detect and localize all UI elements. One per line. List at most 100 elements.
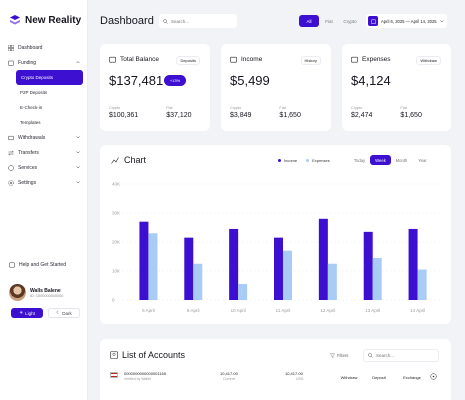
filter-icon xyxy=(330,353,335,358)
filter-fiat-button[interactable]: Fiat xyxy=(325,18,333,24)
period-week-button[interactable]: Week xyxy=(370,155,391,165)
accounts-search[interactable] xyxy=(363,349,439,362)
growth-badge: +13% xyxy=(164,75,186,86)
income-bar[interactable] xyxy=(139,221,149,300)
row-exchange-button[interactable]: Exchange xyxy=(403,374,421,380)
expenses-bar[interactable] xyxy=(193,263,203,300)
logo[interactable]: New Reality xyxy=(9,14,81,26)
expenses-bar[interactable] xyxy=(148,233,158,300)
period-year-button[interactable]: Year xyxy=(418,157,427,163)
sidebar-item-settings[interactable]: Settings xyxy=(5,175,84,190)
expenses-bar[interactable] xyxy=(327,263,337,300)
sidebar-item-label: Dashboard xyxy=(18,44,43,51)
income-bar[interactable] xyxy=(229,228,239,300)
legend-label: Expenses xyxy=(312,158,330,163)
sidebar-item-p2p-deposits[interactable]: P2P Deposits xyxy=(20,90,48,95)
account-amount-2: 10,417.00 xyxy=(285,371,303,376)
sun-icon: ☀ xyxy=(19,310,24,315)
search-box[interactable] xyxy=(159,14,237,28)
sidebar-item-e-check-in[interactable]: E-Check-in xyxy=(20,105,43,110)
withdraw-button[interactable]: Withdraw xyxy=(416,56,441,65)
more-icon[interactable] xyxy=(430,373,437,380)
table-row[interactable]: 0000000000000001165 Verified by Wallet 1… xyxy=(110,371,443,385)
metric-label: Crypto xyxy=(109,106,121,110)
logo-icon xyxy=(10,15,20,25)
metric-label: Crypto xyxy=(230,106,242,110)
light-label: Light xyxy=(25,310,35,316)
chevron-up-icon xyxy=(76,61,80,64)
account-number: 0000000000000001165 xyxy=(124,371,166,376)
x-tick-label: 12 April xyxy=(320,308,335,313)
chart-legend: Income Expenses xyxy=(278,158,330,163)
period-selector: Today Week Month Year xyxy=(349,155,433,165)
chart-icon xyxy=(111,157,119,164)
light-theme-button[interactable]: ☀ Light xyxy=(11,308,43,318)
expenses-bar[interactable] xyxy=(372,257,382,300)
metric-label: Fiat xyxy=(166,106,173,110)
income-bar[interactable] xyxy=(363,231,373,300)
x-tick-label: 6 April xyxy=(142,308,155,313)
income-bar[interactable] xyxy=(318,218,328,300)
history-button[interactable]: History xyxy=(300,56,321,65)
sidebar-item-crypto-deposits[interactable]: Crypto Deposits xyxy=(16,70,83,85)
expenses-bar[interactable] xyxy=(283,250,292,300)
avatar xyxy=(9,284,26,301)
sidebar-item-withdrawals[interactable]: Withdrawals xyxy=(5,130,84,145)
card-header: Total Balance xyxy=(109,56,159,63)
gear-icon xyxy=(8,179,14,186)
transfer-icon xyxy=(8,150,14,155)
filter-crypto-button[interactable]: Crypto xyxy=(343,18,357,24)
row-deposit-button[interactable]: Deposit xyxy=(372,374,386,380)
sidebar-item-label: Funding xyxy=(18,59,37,66)
user-id: ID: 1000000000000 xyxy=(30,293,64,298)
income-bar[interactable] xyxy=(274,237,283,300)
user-profile[interactable]: Walls Balene ID: 1000000000000 xyxy=(9,284,63,301)
y-tick-label: 20K xyxy=(112,240,120,245)
sidebar: New Reality Dashboard Funding Crypto Dep… xyxy=(0,0,88,400)
flag-icon xyxy=(110,372,118,378)
dark-theme-button[interactable]: ☾ Dark xyxy=(48,308,80,318)
y-tick-label: 40K xyxy=(112,182,120,187)
sidebar-item-dashboard[interactable]: Dashboard xyxy=(5,40,84,55)
card-title: Total Balance xyxy=(120,56,160,63)
expenses-bar[interactable] xyxy=(238,284,248,300)
x-tick-label: 14 April xyxy=(410,308,425,313)
deposits-button[interactable]: Deposits xyxy=(176,56,200,65)
currency-filter: All Fiat Crypto xyxy=(299,15,361,27)
moon-icon: ☾ xyxy=(56,310,61,315)
sidebar-item-services[interactable]: Services xyxy=(5,160,84,175)
metric-value: $3,849 xyxy=(230,112,252,119)
period-today-button[interactable]: Today xyxy=(353,157,366,163)
sidebar-item-transfers[interactable]: Transfers xyxy=(5,145,84,160)
legend-income: Income xyxy=(278,158,297,163)
card-value: $4,124 xyxy=(351,73,391,88)
x-tick-label: 10 April xyxy=(231,308,246,313)
page-title: Dashboard xyxy=(100,15,154,27)
metric-value: $1,650 xyxy=(400,112,422,119)
filters-button[interactable]: Filters xyxy=(330,350,356,360)
income-card: Income History $5,499 Crypto $3,849 Fiat $… xyxy=(221,44,331,131)
sidebar-item-templates[interactable]: Templates xyxy=(20,120,41,125)
user-name: Walls Balene xyxy=(30,287,61,294)
expenses-bar[interactable] xyxy=(417,269,427,300)
chevron-down-icon xyxy=(439,20,444,23)
period-month-button[interactable]: Month xyxy=(395,157,408,163)
wallet-icon xyxy=(109,56,116,63)
row-withdraw-button[interactable]: Withdraw xyxy=(340,374,358,380)
search-input[interactable] xyxy=(171,18,231,24)
filter-all-button[interactable]: All xyxy=(299,15,319,27)
card-title: Expenses xyxy=(362,56,391,63)
income-bar[interactable] xyxy=(184,237,194,300)
date-range-label: April 6, 2025 — April 14, 2025 xyxy=(381,18,437,24)
income-bar[interactable] xyxy=(408,228,418,300)
metric-value: $100,361 xyxy=(109,112,139,119)
help-link[interactable]: Help and Get Started xyxy=(9,262,66,268)
date-range-picker[interactable]: April 6, 2025 — April 14, 2025 xyxy=(366,14,447,28)
sidebar-item-funding[interactable]: Funding xyxy=(5,55,84,70)
card-value: $5,499 xyxy=(230,73,270,88)
accounts-search-input[interactable] xyxy=(376,353,431,358)
bar-chart: 0 10K 20K 30K 40K 6 April 8 April 10 April 11 Ap… xyxy=(112,182,440,313)
accounts-icon xyxy=(110,351,118,359)
x-tick-label: 8 April xyxy=(187,308,200,313)
search-icon xyxy=(368,353,373,358)
